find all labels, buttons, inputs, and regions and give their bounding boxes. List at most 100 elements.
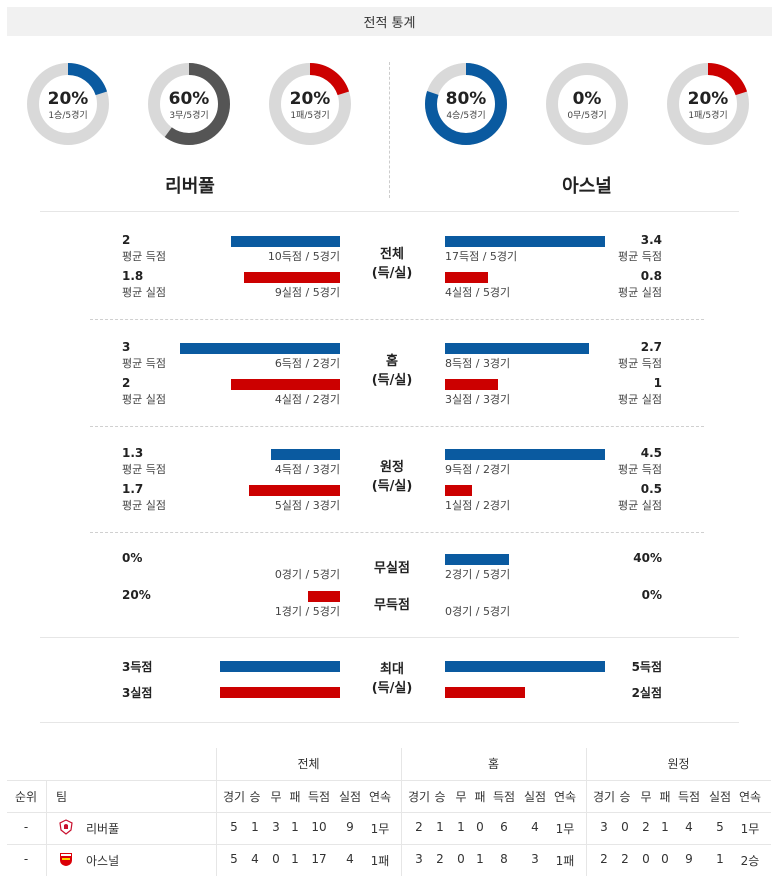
table-sub-header: 득점 bbox=[677, 790, 701, 804]
donut-chart bbox=[425, 63, 507, 145]
table-grid-line bbox=[7, 780, 771, 781]
table-group-header: 홈 bbox=[487, 757, 500, 771]
table-col-rank: 순위 bbox=[14, 790, 38, 804]
table-cell: 17 bbox=[311, 852, 327, 866]
table-cell: 0 bbox=[621, 820, 629, 834]
table-cell: 1 bbox=[661, 820, 669, 834]
table-cell: 8 bbox=[500, 852, 508, 866]
away-stat-value: 3.4 bbox=[640, 233, 662, 247]
table-sub-header: 무 bbox=[640, 790, 652, 804]
home-stat-value: 1.7 bbox=[122, 482, 144, 496]
away-stat-value: 2.7 bbox=[640, 340, 662, 354]
donut-arc bbox=[667, 63, 749, 145]
table-sub-header: 실점 bbox=[708, 790, 732, 804]
donut-percent: 60% bbox=[168, 89, 210, 109]
section-center-line: (득/실) bbox=[371, 479, 413, 494]
table-cell: 6 bbox=[500, 820, 508, 834]
section-divider bbox=[90, 319, 704, 320]
table-cell: 2 bbox=[415, 820, 423, 834]
table-cell: 0 bbox=[457, 852, 465, 866]
donut-chart bbox=[269, 63, 351, 145]
table-cell: 1 bbox=[457, 820, 465, 834]
home-stat-label: 평균 실점 bbox=[122, 499, 166, 512]
away-stat-bar bbox=[445, 554, 509, 565]
table-rank: - bbox=[23, 852, 29, 866]
section-divider bbox=[40, 722, 739, 723]
table-team-name: 리버풀 bbox=[86, 822, 120, 836]
table-cell: 2 bbox=[600, 852, 608, 866]
section-center-line: (득/실) bbox=[371, 681, 413, 696]
table-cell: 1 bbox=[436, 820, 444, 834]
home-stat-value: 20% bbox=[122, 588, 151, 602]
home-stat-bar bbox=[231, 236, 340, 247]
away-stat-bar bbox=[445, 661, 605, 672]
home-stat-value: 1.3 bbox=[122, 446, 144, 460]
table-sub-header: 연속 bbox=[553, 790, 577, 804]
table-cell: 1 bbox=[716, 852, 724, 866]
clean-row-label: 무득점 bbox=[374, 598, 410, 613]
table-cell: 4 bbox=[531, 820, 539, 834]
away-stat-label: 평균 실점 bbox=[618, 393, 662, 406]
home-stat-bar bbox=[220, 661, 340, 672]
home-stat-value: 2 bbox=[122, 376, 131, 390]
table-cell: 5 bbox=[230, 852, 238, 866]
table-team-name: 아스널 bbox=[86, 854, 120, 868]
home-stat-bar bbox=[308, 591, 340, 602]
donut-percent: 0% bbox=[572, 89, 602, 109]
away-stat-value: 4.5 bbox=[640, 446, 662, 460]
section-center-label: 최대 (득/실) bbox=[352, 660, 432, 698]
table-sub-header: 연속 bbox=[738, 790, 762, 804]
home-stat-caption: 1경기 / 5경기 bbox=[274, 605, 340, 618]
away-stat-bar bbox=[445, 485, 472, 496]
table-sub-header: 득점 bbox=[307, 790, 331, 804]
section-center-line: (득/실) bbox=[371, 373, 413, 388]
donut-caption: 1패/5경기 bbox=[688, 111, 728, 121]
home-stat-bar bbox=[231, 379, 340, 390]
home-stat-label: 평균 실점 bbox=[122, 393, 166, 406]
home-stat-label: 평균 득점 bbox=[122, 250, 166, 263]
donut-chart bbox=[148, 63, 230, 145]
table-grid-line bbox=[7, 812, 771, 813]
away-stat-value: 0% bbox=[641, 588, 662, 602]
table-group-header: 전체 bbox=[297, 757, 320, 771]
table-sub-header: 패 bbox=[659, 790, 671, 804]
section-center-line: 홈 bbox=[386, 354, 398, 369]
table-group-header: 원정 bbox=[667, 757, 690, 771]
away-stat-bar bbox=[445, 343, 589, 354]
away-stat-caption: 17득점 / 5경기 bbox=[445, 250, 518, 263]
stats-title: 전적 통계 bbox=[363, 16, 416, 31]
table-cell: 4 bbox=[251, 852, 259, 866]
table-sub-header: 무 bbox=[455, 790, 467, 804]
away-stat-caption: 9득점 / 2경기 bbox=[445, 463, 511, 476]
home-stat-value: 3득점 bbox=[122, 660, 153, 674]
home-stat-value: 3 bbox=[122, 340, 131, 354]
section-center-line: 최대 bbox=[380, 662, 404, 677]
team-divider bbox=[389, 62, 390, 198]
table-sub-header: 패 bbox=[289, 790, 301, 804]
home-stat-caption: 4실점 / 2경기 bbox=[274, 393, 340, 406]
home-stat-label: 평균 득점 bbox=[122, 357, 166, 370]
home-stat-caption: 6득점 / 2경기 bbox=[274, 357, 340, 370]
section-center-line: (득/실) bbox=[371, 266, 413, 281]
table-sub-header: 승 bbox=[249, 790, 261, 804]
table-grid-line bbox=[7, 844, 771, 845]
home-stat-caption: 9실점 / 5경기 bbox=[274, 286, 340, 299]
table-sub-header: 승 bbox=[434, 790, 446, 804]
section-divider bbox=[90, 426, 704, 427]
donut-arc bbox=[27, 63, 109, 145]
home-stat-bar bbox=[180, 343, 340, 354]
table-cell: 2 bbox=[436, 852, 444, 866]
away-stat-value: 1 bbox=[653, 376, 662, 390]
donut-arc bbox=[425, 63, 507, 145]
table-cell: 0 bbox=[272, 852, 280, 866]
section-divider bbox=[40, 637, 739, 638]
home-stat-bar bbox=[249, 485, 340, 496]
home-team-name: 리버풀 bbox=[165, 176, 215, 197]
table-cell: 4 bbox=[685, 820, 693, 834]
donut-chart bbox=[546, 63, 628, 145]
donut-chart bbox=[27, 63, 109, 145]
table-sub-header: 경기 bbox=[222, 790, 246, 804]
donut-track bbox=[546, 63, 628, 145]
table-sub-header: 경기 bbox=[407, 790, 431, 804]
table-cell: 5 bbox=[716, 820, 724, 834]
